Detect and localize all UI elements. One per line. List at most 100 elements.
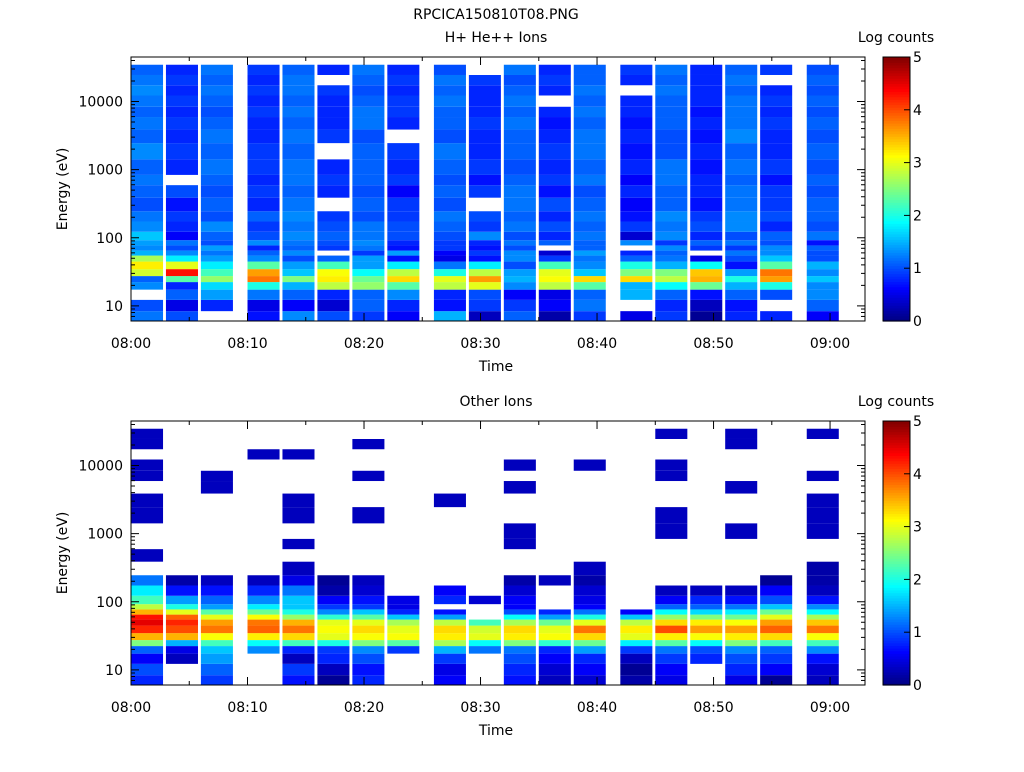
heatmap-cell: [317, 276, 350, 283]
heatmap-cell: [655, 625, 688, 634]
heatmap-cell: [387, 250, 420, 256]
colorbar-segment: [883, 294, 910, 298]
heatmap-cell: [725, 185, 758, 198]
colorbar-segment: [883, 225, 910, 230]
heatmap-cell: [165, 625, 198, 634]
heatmap-cell: [620, 282, 653, 290]
heatmap-cell: [760, 646, 793, 654]
heatmap-cell: [503, 640, 536, 647]
heatmap-cell: [655, 240, 688, 246]
heatmap-cell: [806, 493, 839, 508]
heatmap-cell: [247, 289, 280, 300]
heatmap-cell: [725, 299, 758, 312]
colorbar-tick-label: 1: [913, 261, 922, 277]
y-axis: 10 100 1000 10000: [78, 423, 865, 686]
heatmap-cell: [282, 250, 315, 256]
heatmap-cell: [131, 311, 164, 321]
colorbar-segment: [883, 510, 910, 514]
heatmap-cell: [317, 245, 350, 251]
heatmap-cell: [806, 653, 839, 664]
heatmap-cell: [387, 646, 420, 654]
colorbar-segment: [883, 265, 910, 269]
heatmap-cell: [131, 646, 164, 654]
heatmap-cell: [655, 595, 688, 605]
heatmap-cell: [806, 117, 839, 130]
heatmap-cell: [806, 106, 839, 118]
colorbar-segment: [883, 513, 910, 517]
heatmap-cell: [760, 276, 793, 283]
y-axis: 10 100 1000 10000: [78, 59, 865, 322]
heatmap-cell: [468, 85, 501, 96]
heatmap-cell: [317, 653, 350, 664]
heatmap-cell: [725, 439, 758, 450]
heatmap-cell: [317, 609, 350, 615]
heatmap-cell: [200, 619, 233, 626]
heatmap-cell: [165, 604, 198, 610]
heatmap-cell: [200, 276, 233, 283]
colorbar-segment: [883, 138, 910, 143]
colorbar-segment: [883, 281, 910, 285]
colorbar-segment: [883, 663, 910, 668]
heatmap-cell: [468, 311, 501, 321]
heatmap-cell: [352, 221, 385, 232]
heatmap-cell: [620, 276, 653, 283]
heatmap-cell: [352, 95, 385, 107]
colorbar-segment: [883, 67, 910, 71]
heatmap-cell: [433, 675, 466, 685]
colorbar-segment: [883, 423, 910, 427]
heatmap-cell: [655, 663, 688, 676]
colorbar-segment: [883, 463, 910, 467]
colorbar-segment: [883, 476, 910, 480]
colorbar-segment: [883, 88, 910, 92]
heatmap-cell: [690, 585, 723, 596]
colorbar-segment: [883, 621, 910, 625]
heatmap-cell: [200, 640, 233, 647]
heatmap-cell: [655, 245, 688, 251]
heatmap-cell: [468, 250, 501, 256]
heatmap-cell: [538, 269, 571, 277]
heatmap-cell: [690, 311, 723, 321]
heatmap-cell: [806, 245, 839, 251]
heatmap-cell: [317, 625, 350, 634]
heatmap-cell: [282, 653, 315, 664]
heatmap-cell: [247, 159, 280, 175]
heatmap-cell: [468, 625, 501, 634]
heatmap-cell: [655, 609, 688, 615]
heatmap-cell: [503, 609, 536, 615]
colorbar-segment: [883, 286, 910, 290]
heatmap-cell: [655, 117, 688, 130]
heatmap-cell: [806, 595, 839, 605]
heatmap-cell: [806, 231, 839, 241]
heatmap-cell: [352, 614, 385, 620]
heatmap-cell: [538, 211, 571, 222]
heatmap-cell: [468, 174, 501, 186]
heatmap-cell: [433, 493, 466, 508]
heatmap-cell: [387, 95, 420, 107]
heatmap-cell: [433, 85, 466, 96]
heatmap-cell: [247, 174, 280, 186]
heatmap-cell: [131, 675, 164, 685]
colorbar-segment: [883, 223, 910, 227]
heatmap-cell: [725, 289, 758, 300]
heatmap-cell: [352, 470, 385, 482]
heatmap-cell: [725, 95, 758, 107]
heatmap-cell: [247, 143, 280, 160]
heatmap-cell: [690, 595, 723, 605]
heatmap-cell: [165, 185, 198, 198]
heatmap-cell: [655, 185, 688, 198]
colorbar-segment: [883, 679, 910, 683]
colorbar-segment: [883, 545, 910, 549]
heatmap-cell: [573, 640, 606, 647]
heatmap-cell: [655, 507, 688, 524]
heatmap-cell: [538, 276, 571, 283]
heatmap-cell: [690, 129, 723, 144]
heatmap-cell: [352, 261, 385, 270]
colorbar-segment: [883, 75, 910, 79]
heatmap-cell: [433, 75, 466, 86]
colorbar-tick-label: 2: [913, 572, 922, 588]
heatmap-cell: [200, 129, 233, 144]
heatmap-cell: [760, 311, 793, 321]
heatmap-cell: [433, 159, 466, 175]
heatmap-cell: [503, 174, 536, 186]
colorbar-segment: [883, 497, 910, 501]
